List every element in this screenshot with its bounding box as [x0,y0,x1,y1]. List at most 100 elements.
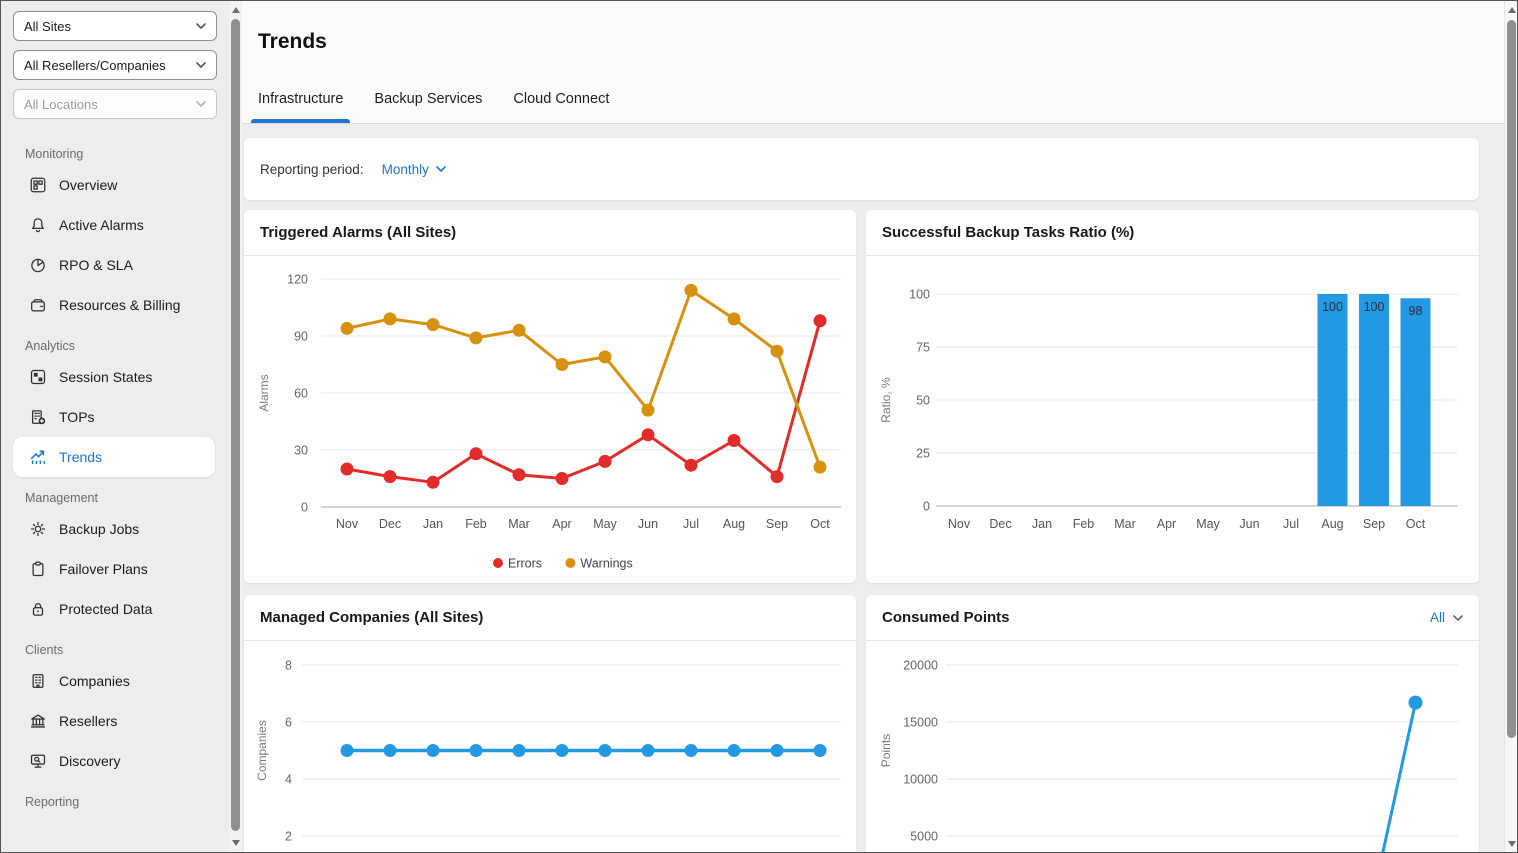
svg-text:75: 75 [916,341,930,355]
svg-text:Apr: Apr [552,517,571,531]
managed-companies-chart: 8642CompaniesNovDecJanFebMarAprMayJunJul… [244,641,856,852]
chart-title: Consumed Points [882,609,1430,626]
card-header: Triggered Alarms (All Sites) [244,210,856,256]
svg-text:5000: 5000 [910,830,938,844]
sidebar-item-resources-billing[interactable]: Resources & Billing [13,285,215,325]
bell-icon [29,216,47,234]
sidebar-item-session-states[interactable]: Session States [13,357,215,397]
scroll-down-icon[interactable] [1508,841,1516,847]
svg-text:Dec: Dec [379,517,401,531]
main-header: Trends InfrastructureBackup ServicesClou… [242,1,1504,124]
sidebar-scrollbar[interactable] [229,1,242,852]
svg-text:8: 8 [285,659,292,673]
trends-icon [29,448,47,466]
session-states-icon [29,368,47,386]
sidebar-item-backup-jobs[interactable]: Backup Jobs [13,509,215,549]
filter-dropdown-all-locations: All Locations [13,89,217,119]
svg-text:60: 60 [294,387,308,401]
nav-section: AnalyticsSession StatesTOPsTrends [1,337,229,477]
filter-dropdown-all-resellers-companies[interactable]: All Resellers/Companies [13,50,217,80]
card-header: Successful Backup Tasks Ratio (%) [866,210,1479,256]
svg-text:Mar: Mar [1114,517,1136,531]
sidebar-item-tops[interactable]: TOPs [13,397,215,437]
svg-text:20000: 20000 [903,659,938,673]
svg-text:Oct: Oct [810,517,830,531]
section-label: Clients [1,641,229,659]
sidebar-item-rpo-sla[interactable]: RPO & SLA [13,245,215,285]
svg-text:Nov: Nov [336,517,359,531]
sidebar-item-label: Discovery [59,753,120,769]
chart-title: Triggered Alarms (All Sites) [260,224,840,241]
points-filter-dropdown[interactable]: All [1430,610,1463,625]
reporting-period-value: Monthly [382,162,429,177]
svg-text:Feb: Feb [1073,517,1095,531]
svg-text:Alarms: Alarms [257,374,271,411]
scroll-up-icon[interactable] [232,7,240,13]
svg-text:Mar: Mar [508,517,530,531]
wallet-icon [29,296,47,314]
sidebar-item-trends[interactable]: Trends [13,437,215,477]
svg-text:6: 6 [285,716,292,730]
scroll-up-icon[interactable] [1508,7,1516,13]
sidebar-item-label: Active Alarms [59,217,144,233]
svg-text:10000: 10000 [903,773,938,787]
svg-text:Jul: Jul [1283,517,1299,531]
svg-text:90: 90 [294,330,308,344]
svg-text:Nov: Nov [948,517,971,531]
chevron-down-icon [196,101,206,107]
svg-text:Aug: Aug [1321,517,1343,531]
sidebar-item-resellers[interactable]: Resellers [13,701,215,741]
svg-text:Jan: Jan [1032,517,1052,531]
reporting-period-dropdown[interactable]: Monthly [382,162,446,177]
svg-text:Companies: Companies [255,720,269,781]
reporting-period-label: Reporting period: [260,162,364,177]
svg-text:15000: 15000 [903,716,938,730]
tops-icon [29,408,47,426]
discovery-icon [29,752,47,770]
svg-text:Ratio, %: Ratio, % [879,377,893,423]
sidebar-item-discovery[interactable]: Discovery [13,741,215,781]
bank-icon [29,712,47,730]
sidebar-item-label: Resources & Billing [59,297,180,313]
sidebar-item-companies[interactable]: Companies [13,661,215,701]
svg-text:4: 4 [285,773,292,787]
tab-cloud-connect[interactable]: Cloud Connect [513,91,609,123]
content: Reporting period: Monthly Triggered Alar… [242,124,1504,852]
svg-text:100: 100 [909,288,930,302]
triggered-alarms-chart: 1209060300AlarmsNovDecJanFebMarAprMayJun… [244,256,856,583]
svg-text:50: 50 [916,394,930,408]
svg-text:May: May [1196,517,1220,531]
tab-backup-services[interactable]: Backup Services [374,91,482,123]
sidebar-nav: MonitoringOverviewActive AlarmsRPO & SLA… [1,145,229,811]
sidebar-item-label: TOPs [59,409,95,425]
sidebar-item-active-alarms[interactable]: Active Alarms [13,205,215,245]
nav-section: ManagementBackup JobsFailover PlansProte… [1,489,229,629]
backup-tasks-ratio-card: Successful Backup Tasks Ratio (%) 100 75 5… [866,210,1479,583]
scroll-down-icon[interactable] [232,840,240,846]
chart-title: Managed Companies (All Sites) [260,609,840,626]
filter-label: All Locations [24,97,196,112]
filter-dropdown-all-sites[interactable]: All Sites [13,11,217,41]
svg-text:Sep: Sep [766,517,788,531]
tab-infrastructure[interactable]: Infrastructure [258,91,343,123]
app-window: All Sites All Resellers/Companies All Loca… [0,0,1518,853]
sidebar-item-overview[interactable]: Overview [13,165,215,205]
svg-text:100: 100 [1322,300,1343,314]
sidebar-item-label: Resellers [59,713,117,729]
svg-text:Sep: Sep [1363,517,1385,531]
managed-companies-card: Managed Companies (All Sites) 8642Compan… [244,595,856,852]
svg-text:Apr: Apr [1157,517,1176,531]
svg-text:0: 0 [923,500,930,514]
svg-text:Feb: Feb [465,517,487,531]
sidebar-item-protected-data[interactable]: Protected Data [13,589,215,629]
sidebar-scrollbar-thumb[interactable] [231,19,240,831]
main-scrollbar[interactable] [1504,1,1517,852]
nav-section: Clients Companies Resellers Discovery [1,641,229,781]
sidebar: All Sites All Resellers/Companies All Loca… [1,1,229,852]
svg-text:98: 98 [1409,304,1423,318]
clipboard-icon [29,560,47,578]
nav-section: MonitoringOverviewActive AlarmsRPO & SLA… [1,145,229,325]
main-scrollbar-thumb[interactable] [1507,20,1516,738]
sidebar-item-failover-plans[interactable]: Failover Plans [13,549,215,589]
svg-text:Warnings: Warnings [580,557,632,571]
